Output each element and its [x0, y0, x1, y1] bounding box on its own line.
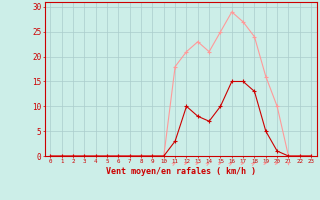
X-axis label: Vent moyen/en rafales ( km/h ): Vent moyen/en rafales ( km/h )	[106, 167, 256, 176]
